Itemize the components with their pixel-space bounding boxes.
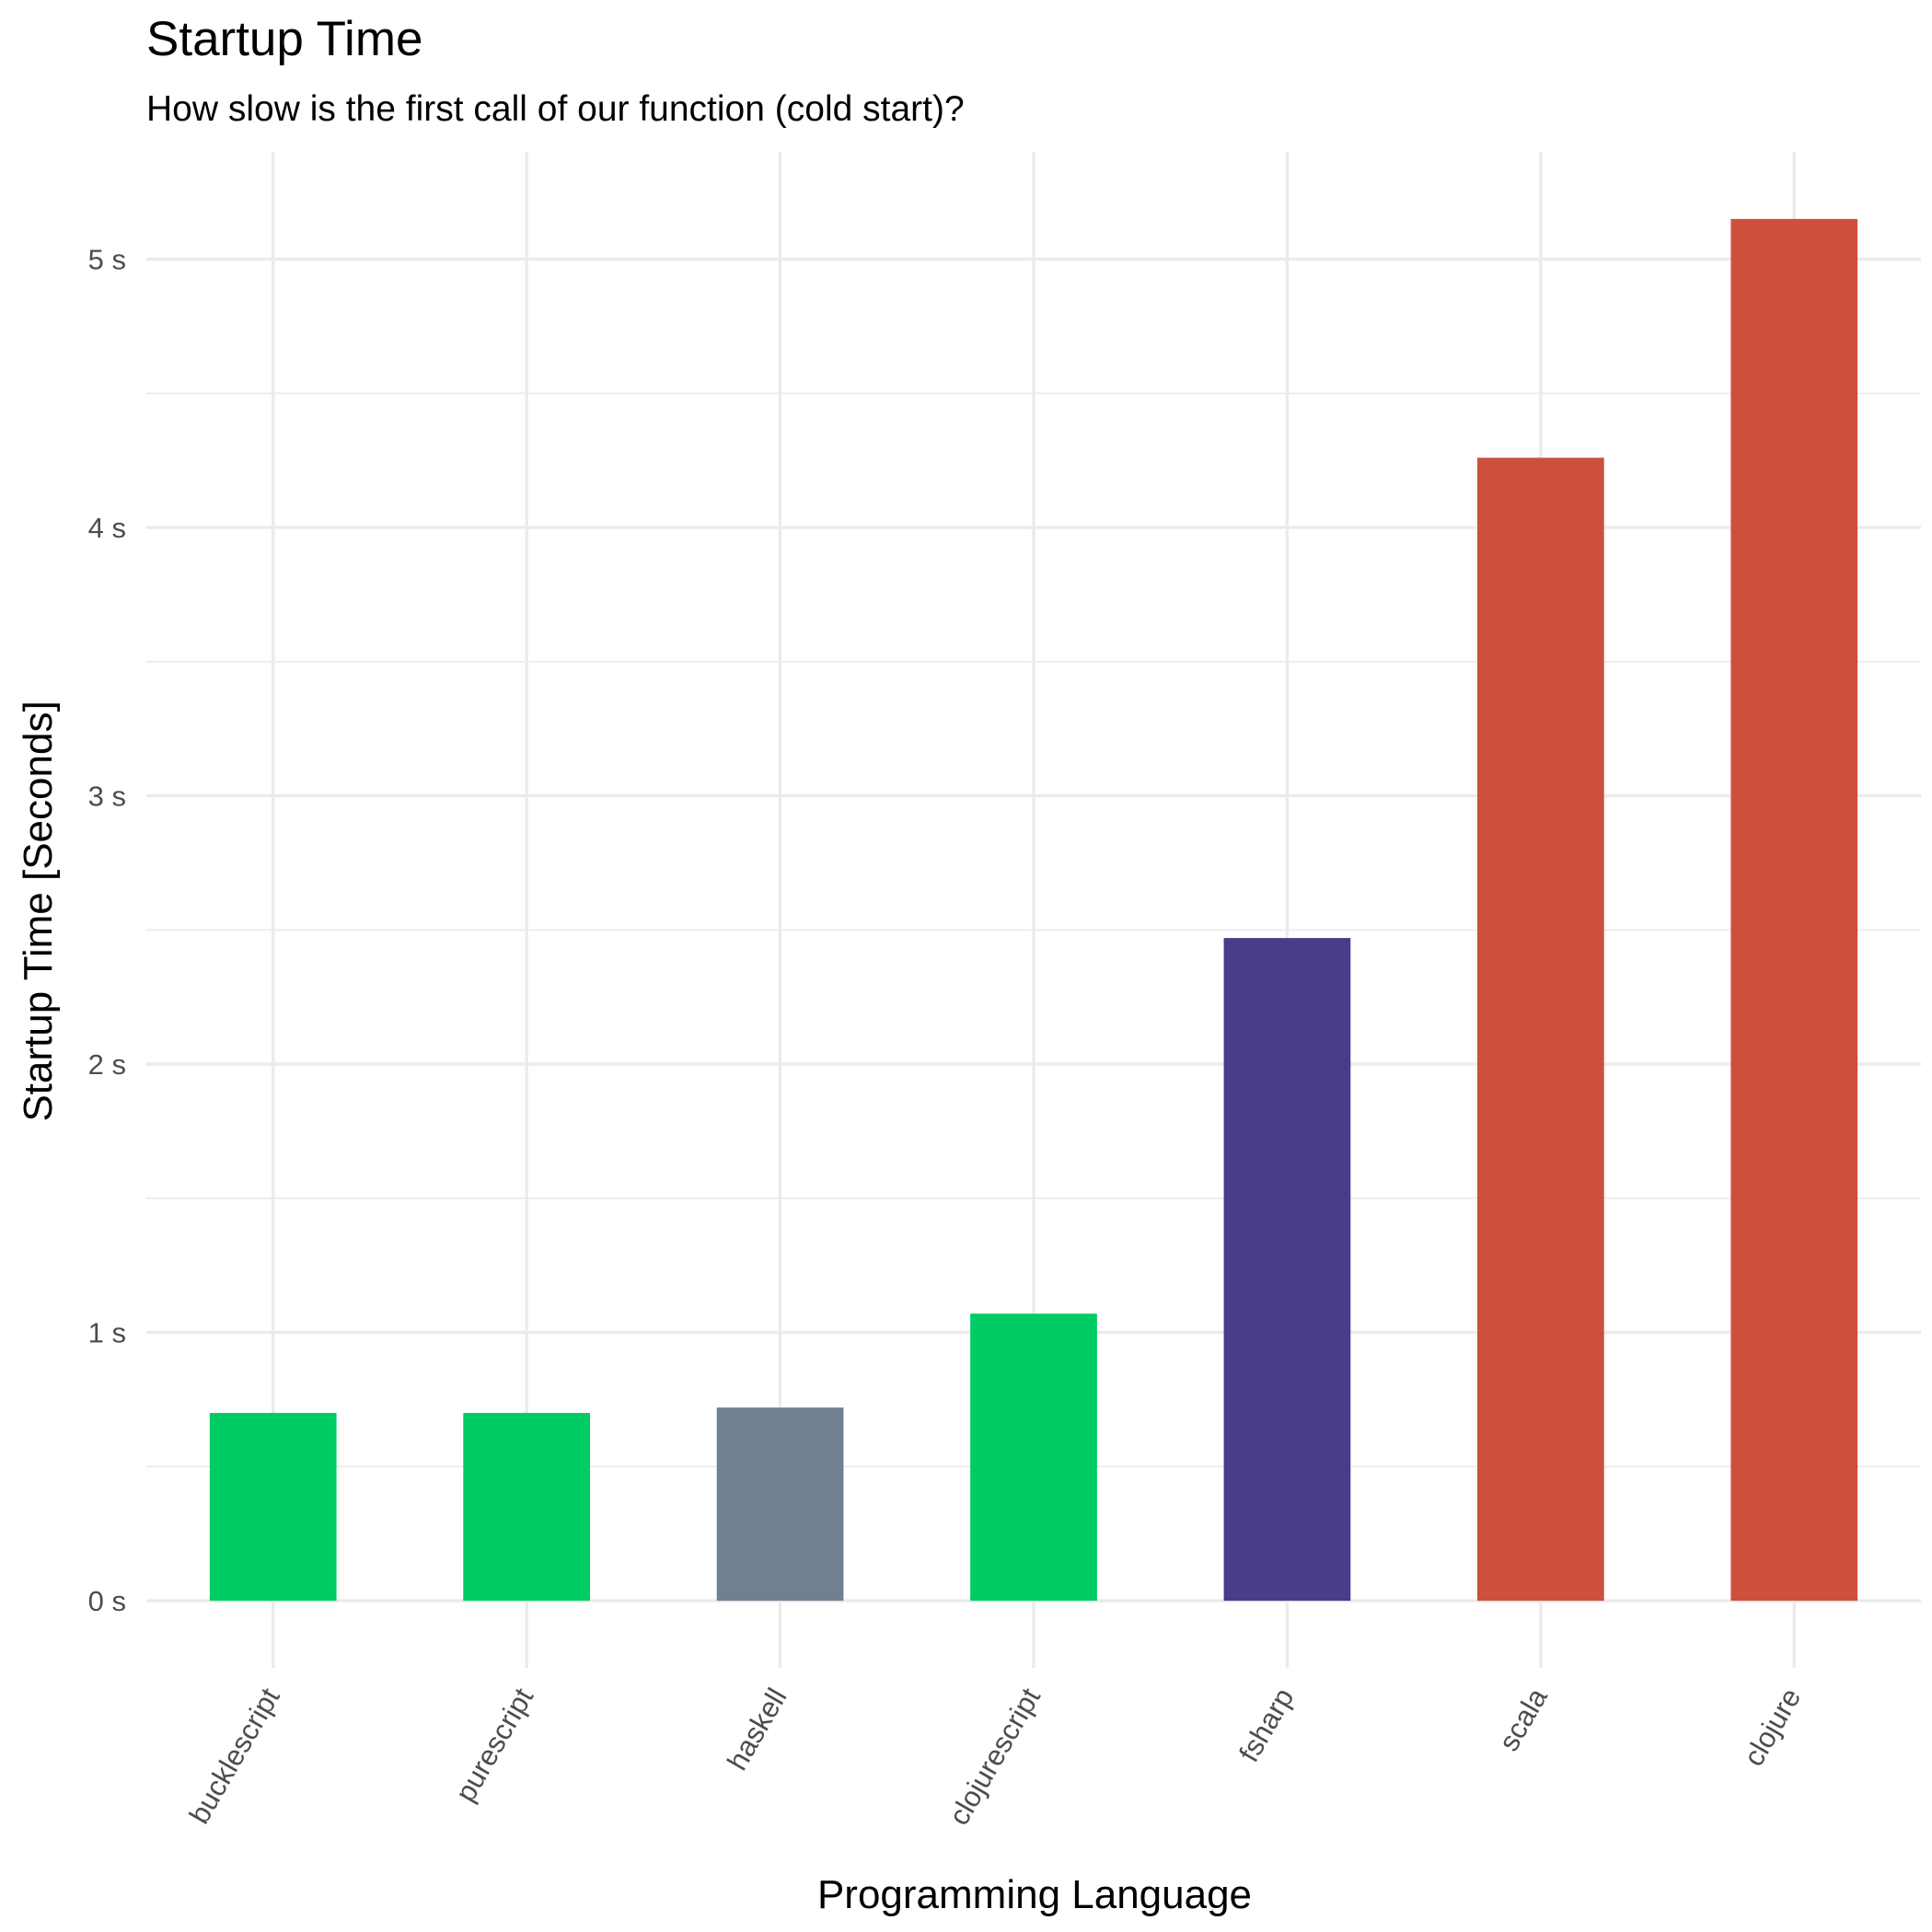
bar-haskell: [716, 1407, 844, 1602]
x-axis-title: Programming Language: [817, 1872, 1252, 1917]
x-tick-label: fsharp: [1232, 1683, 1300, 1767]
bar-fsharp: [1223, 938, 1351, 1602]
y-tick-label: 4 s: [88, 512, 126, 544]
bar-bucklescript: [209, 1413, 337, 1602]
y-axis-tick-labels: 0 s 1 s 2 s 3 s 4 s 5 s: [88, 244, 126, 1618]
bars: [209, 218, 1858, 1602]
y-tick-label: 3 s: [88, 781, 126, 813]
x-tick-label: scala: [1492, 1682, 1554, 1756]
x-tick-label: bucklescript: [183, 1683, 286, 1830]
y-axis-title: Startup Time [Seconds]: [16, 700, 61, 1121]
chart-subtitle: How slow is the first call of our functi…: [146, 89, 965, 129]
bar-clojure: [1730, 218, 1858, 1602]
y-tick-label: 1 s: [88, 1317, 126, 1349]
bar-clojurescript: [970, 1313, 1097, 1602]
x-tick-label: clojure: [1737, 1683, 1807, 1772]
x-axis-tick-labels: bucklescript purescript haskell clojurescri…: [183, 1682, 1808, 1830]
bar-purescript: [463, 1413, 590, 1602]
y-tick-label: 5 s: [88, 244, 126, 276]
x-tick-label: haskell: [721, 1683, 793, 1776]
x-tick-label: purescript: [449, 1683, 540, 1808]
bar-scala: [1477, 457, 1604, 1602]
x-tick-label: clojurescript: [943, 1683, 1047, 1831]
y-tick-label: 0 s: [88, 1585, 126, 1617]
y-tick-label: 2 s: [88, 1048, 126, 1081]
chart-title: Startup Time: [146, 12, 422, 66]
